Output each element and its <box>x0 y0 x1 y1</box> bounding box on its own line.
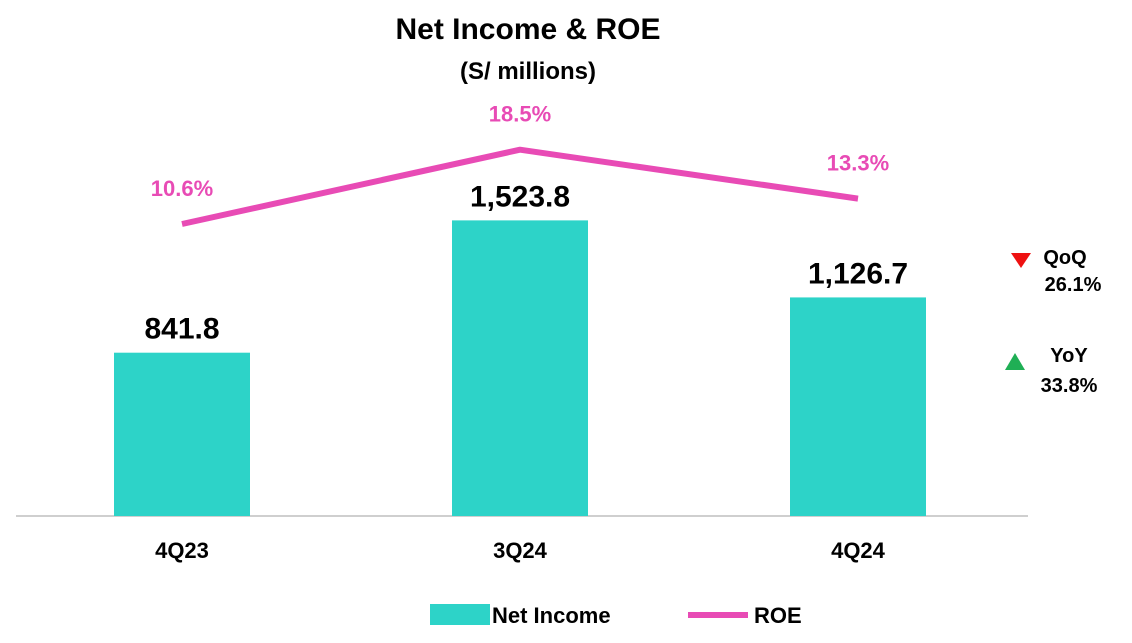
yoy-value: 33.8% <box>1041 375 1098 397</box>
bar-4q24 <box>790 297 926 516</box>
roe-series <box>181 146 859 227</box>
chart-title: Net Income & ROE <box>395 13 660 46</box>
x-tick-label-4q23: 4Q23 <box>155 538 209 563</box>
roe-value-label-4q23: 10.6% <box>151 176 213 201</box>
up-triangle-icon <box>1005 353 1025 370</box>
bar-value-label-3q24: 1,523.8 <box>470 180 570 213</box>
bar-3q24 <box>452 220 588 516</box>
roe-line <box>181 146 859 227</box>
legend-label-net-income: Net Income <box>492 603 611 628</box>
legend-swatch-net-income <box>430 604 490 625</box>
bar-value-label-4q24: 1,126.7 <box>808 257 908 290</box>
net-income-data-labels: 841.8 1,523.8 1,126.7 <box>144 180 908 345</box>
x-tick-label-3q24: 3Q24 <box>493 538 548 563</box>
qoq-annotation: QoQ 26.1% <box>1011 247 1102 296</box>
roe-data-labels: 10.6% 18.5% 13.3% <box>151 102 889 201</box>
x-axis-tick-labels: 4Q23 3Q24 4Q24 <box>155 538 886 563</box>
roe-value-label-4q24: 13.3% <box>827 151 889 176</box>
yoy-label: YoY <box>1050 345 1088 367</box>
qoq-value: 26.1% <box>1045 274 1102 296</box>
net-income-bars <box>114 220 926 516</box>
legend-label-roe: ROE <box>754 603 802 628</box>
legend: Net Income ROE <box>430 603 802 628</box>
x-tick-label-4q24: 4Q24 <box>831 538 886 563</box>
bar-value-label-4q23: 841.8 <box>144 313 219 346</box>
bar-4q23 <box>114 352 250 516</box>
yoy-annotation: YoY 33.8% <box>1005 345 1098 397</box>
roe-value-label-3q24: 18.5% <box>489 102 551 127</box>
chart-subtitle: (S/ millions) <box>460 58 596 85</box>
qoq-label: QoQ <box>1043 247 1086 269</box>
down-triangle-icon <box>1011 253 1031 268</box>
